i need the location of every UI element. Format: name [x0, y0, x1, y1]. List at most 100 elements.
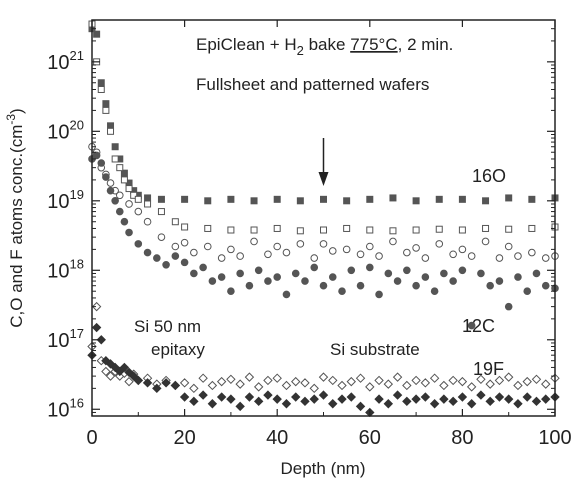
data-point-diamond-filled	[429, 399, 440, 409]
data-point-square-open	[366, 226, 374, 234]
data-point-circle-open	[412, 244, 420, 252]
data-point-circle-filled	[403, 266, 411, 275]
data-point-square-open	[505, 225, 513, 233]
data-point-circle-open	[467, 252, 476, 260]
data-point-diamond-open	[365, 382, 375, 392]
data-point-diamond-filled	[133, 375, 144, 386]
data-point-square-filled	[144, 194, 152, 202]
data-point-diamond-filled	[207, 399, 218, 409]
data-point-circle-open	[171, 242, 180, 251]
data-point-circle-open	[115, 191, 124, 200]
data-point-diamond-filled	[383, 399, 394, 409]
data-point-circle-open	[296, 240, 305, 248]
axis-ticks: 0 20 40 60 80 100 1016 1017 1018 1019 1020 1021	[47, 19, 571, 449]
data-point-diamond-filled	[485, 396, 495, 407]
y-axis-title: C,O and F atoms conc.(cm-3)	[4, 108, 26, 327]
data-point-diamond-filled	[263, 390, 273, 400]
data-point-diamond-filled	[142, 378, 153, 388]
x-tick-label: 0	[86, 427, 97, 449]
data-point-square-open	[134, 195, 142, 203]
data-point-diamond-open	[411, 375, 421, 386]
data-point-diamond-filled	[161, 378, 171, 388]
data-point-square-open	[102, 106, 110, 114]
data-point-circle-filled	[125, 228, 133, 237]
series-label-12C: 12C	[462, 316, 495, 336]
data-point-square-filled	[366, 195, 374, 203]
data-point-diamond-open	[281, 380, 292, 391]
data-point-circle-open	[203, 242, 212, 251]
data-point-square-open	[273, 224, 281, 232]
data-point-diamond-open	[216, 376, 227, 387]
data-point-diamond-filled	[309, 394, 319, 404]
series-diamond-filled	[87, 322, 560, 418]
data-point-square-open	[130, 191, 138, 199]
data-point-diamond-open	[263, 375, 273, 386]
data-point-diamond-filled	[494, 392, 505, 402]
y-tick-label: 1018	[47, 256, 84, 282]
data-point-circle-open	[264, 250, 272, 259]
data-point-diamond-filled	[402, 396, 412, 407]
data-point-diamond-open	[346, 376, 356, 387]
data-point-circle-open	[528, 248, 536, 257]
data-point-diamond-open	[541, 379, 551, 389]
series-square-open	[88, 20, 559, 235]
data-point-square-filled	[97, 79, 105, 87]
y-tick-label: 1020	[47, 117, 84, 143]
data-point-square-filled	[120, 169, 128, 177]
data-point-circle-filled	[236, 269, 244, 278]
data-point-diamond-filled	[328, 399, 338, 409]
data-point-circle-filled	[143, 248, 152, 257]
data-point-square-open	[296, 227, 304, 235]
series-square-filled	[88, 25, 559, 205]
data-point-diamond-open	[503, 372, 514, 382]
data-point-circle-filled	[532, 269, 541, 278]
data-point-diamond-filled	[91, 322, 102, 333]
data-point-diamond-open	[124, 376, 134, 387]
data-point-diamond-open	[318, 372, 329, 382]
data-point-square-filled	[111, 143, 119, 151]
data-point-circle-open	[180, 238, 189, 247]
data-point-circle-open	[282, 248, 291, 257]
data-point-diamond-filled	[531, 396, 542, 407]
data-point-diamond-open	[328, 375, 338, 386]
data-point-circle-filled	[486, 281, 494, 290]
data-point-diamond-open	[309, 383, 319, 394]
data-point-square-filled	[227, 195, 235, 203]
data-point-square-filled	[389, 194, 397, 202]
annotation-bake-conditions: EpiClean + H2 bake 775°C, 2 min.	[196, 35, 453, 58]
data-point-diamond-filled	[198, 390, 208, 400]
data-point-circle-filled	[282, 290, 291, 299]
data-point-circle-filled	[541, 281, 550, 290]
data-point-diamond-filled	[226, 394, 236, 404]
data-point-circle-open	[217, 254, 226, 262]
data-point-diamond-filled	[281, 399, 292, 409]
data-point-square-open	[111, 155, 119, 163]
data-point-square-open	[116, 164, 124, 172]
data-point-diamond-open	[439, 380, 449, 391]
data-point-diamond-filled	[411, 394, 421, 404]
interface-arrow	[318, 138, 329, 186]
data-point-diamond-filled	[152, 383, 162, 394]
data-point-circle-filled	[153, 254, 161, 262]
data-point-square-filled	[273, 195, 281, 203]
data-point-diamond-open	[383, 379, 394, 389]
x-tick-label: 20	[173, 427, 195, 449]
data-point-diamond-filled	[170, 380, 181, 391]
data-point-circle-open	[236, 252, 244, 260]
data-point-circle-filled	[319, 281, 328, 290]
data-point-circle-open	[273, 242, 282, 251]
data-point-diamond-open	[494, 375, 505, 386]
data-point-square-open	[107, 127, 115, 135]
data-point-circle-filled	[171, 252, 180, 260]
data-point-diamond-filled	[466, 399, 477, 409]
data-point-circle-filled	[310, 263, 319, 272]
data-point-diamond-filled	[513, 399, 523, 409]
series-circle-filled	[88, 151, 559, 330]
data-point-circle-filled	[264, 277, 272, 285]
data-point-diamond-open	[392, 372, 403, 382]
data-point-square-open	[320, 226, 327, 234]
data-point-circle-filled	[190, 269, 198, 278]
data-point-diamond-filled	[272, 394, 282, 404]
data-point-diamond-filled	[420, 392, 431, 402]
